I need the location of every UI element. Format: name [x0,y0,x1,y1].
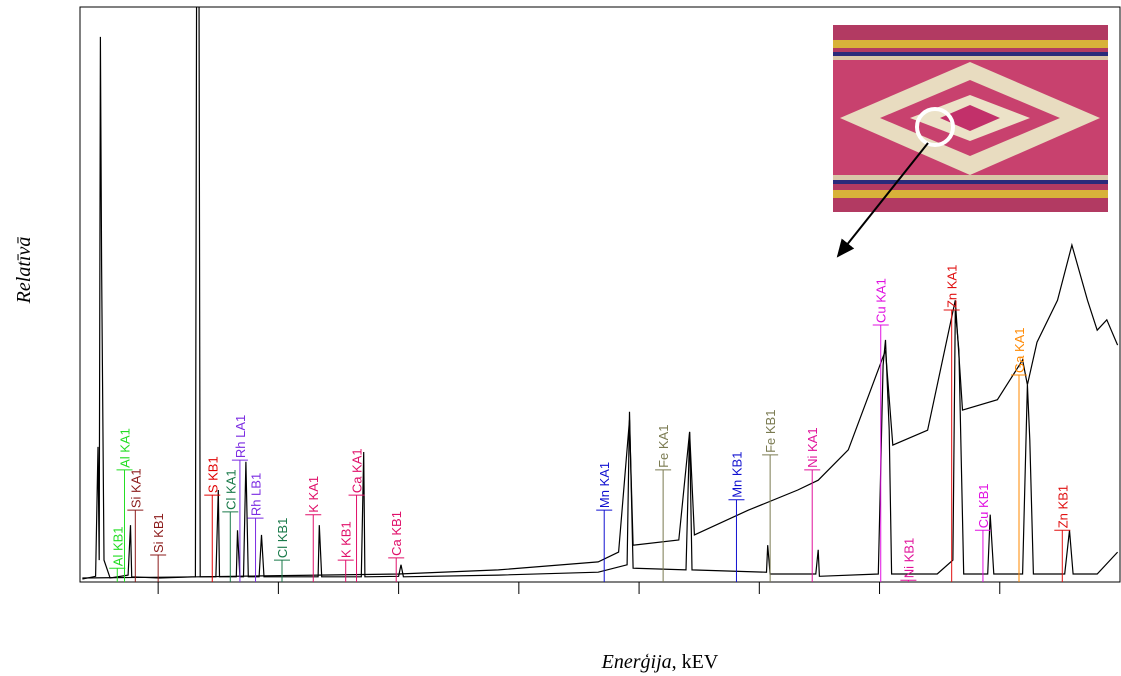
photo-inset [833,25,1108,258]
y-axis-label: Relatīvā [13,237,35,305]
annotation-label: Fe KB1 [763,410,778,453]
annotation-label: Mn KA1 [597,462,612,508]
annotation-label: Zn KB1 [1055,485,1070,528]
annotation-label: K KB1 [339,521,354,558]
annotation-label: Ca KA1 [350,448,365,493]
annotation-label: Si KA1 [128,468,143,508]
x-axis-label-name: Enerģija [601,651,672,673]
annotation-label: Ga KA1 [1012,327,1027,373]
annotation-label: Rh LA1 [233,415,248,458]
annotation-label: Zn KA1 [945,265,960,308]
annotation-label: Ca KB1 [389,511,404,556]
x-axis-label-unit: , kEV [672,651,719,673]
annotation-label: Cu KA1 [874,278,889,323]
spectrum-line [82,242,1119,579]
plot-area [82,7,1119,580]
annotation-label: Cl KB1 [275,518,290,558]
annotation-label: Fe KA1 [656,425,671,468]
annotation-label: Mn KB1 [729,452,744,498]
x-axis-label: Enerģija, kEV [601,651,719,673]
annotation-label: Si KB1 [151,513,166,553]
annotation-label: Ni KB1 [901,538,916,578]
annotation-label: Cu KB1 [976,483,991,528]
annotation-label: Rh LB1 [249,473,264,516]
annotation-label: Al KA1 [117,428,132,468]
annotation-label: S KB1 [205,456,220,493]
annotation-label: Al KB1 [110,526,125,566]
annotation-label: Cl KA1 [223,469,238,509]
annotation-label: K KA1 [306,476,321,513]
plot-frame [79,6,1121,583]
annotation-label: Ni KA1 [805,427,820,467]
